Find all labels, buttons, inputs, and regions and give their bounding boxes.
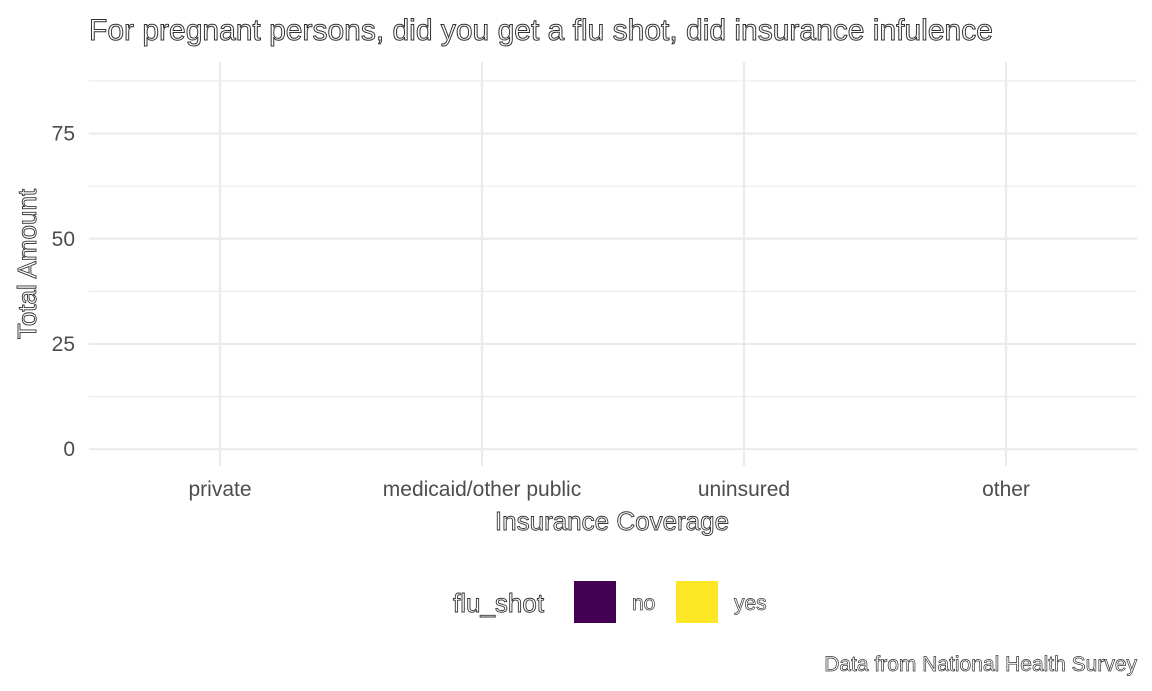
legend-label-yes: yes bbox=[734, 592, 767, 615]
x-tick-label: medicaid/other public bbox=[383, 478, 581, 501]
chart-title: For pregnant persons, did you get a flu … bbox=[89, 14, 993, 47]
y-tick-label: 50 bbox=[52, 228, 75, 251]
y-tick-label: 0 bbox=[63, 438, 75, 461]
y-axis-ticks: 0 25 50 75 bbox=[52, 123, 75, 462]
legend-label-no: no bbox=[632, 592, 655, 615]
y-tick-label: 25 bbox=[52, 333, 75, 356]
x-axis-title: Insurance Coverage bbox=[495, 506, 729, 536]
legend: flu_shot no yes bbox=[453, 581, 767, 623]
plot-grid bbox=[89, 62, 1137, 466]
x-tick-label: private bbox=[188, 478, 251, 501]
legend-swatch-yes bbox=[676, 581, 718, 623]
legend-title: flu_shot bbox=[453, 588, 545, 618]
chart-caption: Data from National Health Survey bbox=[824, 653, 1137, 676]
x-axis-ticks: private medicaid/other public uninsured oth… bbox=[188, 478, 1029, 501]
y-tick-label: 75 bbox=[52, 123, 75, 146]
legend-swatch-no bbox=[574, 581, 616, 623]
x-tick-label: uninsured bbox=[698, 478, 790, 501]
x-tick-label: other bbox=[982, 478, 1030, 501]
y-axis-title: Total Amount bbox=[12, 188, 42, 339]
